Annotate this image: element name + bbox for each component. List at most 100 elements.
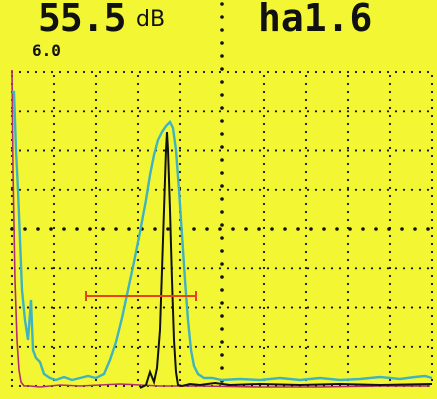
grid-dot xyxy=(94,122,98,126)
grid-dot xyxy=(220,67,224,71)
grid-dot xyxy=(94,330,98,334)
grid-dot xyxy=(130,306,134,309)
grid-dot xyxy=(314,188,318,191)
grid-dot xyxy=(430,274,434,278)
graticule-grid xyxy=(10,2,434,388)
grid-dot xyxy=(52,282,56,286)
grid-dot xyxy=(348,227,352,231)
grid-dot xyxy=(242,149,246,152)
grid-dot xyxy=(266,149,270,152)
gate-marker[interactable] xyxy=(85,291,197,301)
grid-dot xyxy=(262,130,266,134)
grid-dot xyxy=(430,194,434,198)
grid-dot xyxy=(250,149,254,152)
grid-dot xyxy=(402,306,406,309)
grid-dot xyxy=(122,110,126,113)
grid-dot xyxy=(10,370,14,374)
grid-dot xyxy=(52,138,56,142)
grid-dot xyxy=(394,188,398,191)
grid-dot xyxy=(262,322,266,326)
grid-dot xyxy=(94,146,98,150)
grid-dot xyxy=(262,306,266,310)
grid-dot xyxy=(274,267,278,270)
grid-dot xyxy=(346,218,350,222)
grid-dot xyxy=(386,345,390,348)
grid-dot xyxy=(114,384,118,388)
grid-dot xyxy=(374,227,378,231)
grid-dot xyxy=(10,306,14,310)
grid-dot xyxy=(346,370,350,374)
grid-dot xyxy=(362,345,366,348)
grid-dot xyxy=(304,266,308,270)
grid-dot xyxy=(304,170,308,174)
grid-dot xyxy=(94,82,98,86)
grid-dot xyxy=(136,290,140,294)
grid-dot xyxy=(66,267,70,270)
grid-dot xyxy=(136,346,140,350)
grid-dot xyxy=(274,110,278,113)
grid-dot xyxy=(82,110,86,113)
grid-dot xyxy=(136,210,140,214)
grid-dot xyxy=(370,306,374,309)
grid-dot xyxy=(202,306,206,309)
grid-dot xyxy=(136,330,140,334)
grid-dot xyxy=(202,149,206,152)
grid-dot xyxy=(66,306,70,309)
grid-dot xyxy=(62,227,66,231)
grid-dot xyxy=(262,178,266,182)
grid-dot xyxy=(170,149,174,152)
grid-dot xyxy=(220,262,224,266)
grid-dot xyxy=(220,158,224,162)
grid-dot xyxy=(106,267,110,270)
grid-dot xyxy=(290,267,294,270)
grid-dot xyxy=(430,210,434,214)
grid-dot xyxy=(218,267,222,270)
grid-dot xyxy=(178,346,182,350)
grid-dot xyxy=(304,346,308,350)
grid-dot xyxy=(220,119,224,123)
grid-dot xyxy=(23,227,27,231)
grid-dot xyxy=(178,258,182,262)
grid-dot xyxy=(94,74,98,78)
grid-dot xyxy=(138,306,142,309)
grid-dot xyxy=(430,314,434,318)
grid-dot xyxy=(94,346,98,350)
grid-dot xyxy=(52,330,56,334)
grid-dot xyxy=(178,298,182,302)
grid-dot xyxy=(298,267,302,270)
grid-dot xyxy=(418,149,422,152)
grid-dot xyxy=(210,188,214,191)
grid-dot xyxy=(346,110,350,113)
grid-dot xyxy=(136,74,140,78)
grid-dot xyxy=(262,250,266,254)
grid-dot xyxy=(178,354,182,358)
grid-dot xyxy=(430,282,434,286)
grid-dot xyxy=(346,234,350,238)
grid-dot xyxy=(346,162,350,166)
grid-dot xyxy=(178,234,182,238)
grid-dot xyxy=(346,82,350,86)
grid-dot xyxy=(178,114,182,118)
grid-dot xyxy=(90,188,94,191)
grid-dot xyxy=(98,306,102,309)
grid-dot xyxy=(346,202,350,206)
grid-dot xyxy=(346,362,350,366)
grid-dot xyxy=(304,122,308,126)
grid-dot xyxy=(136,106,140,110)
grid-dot xyxy=(66,188,70,191)
grid-dot xyxy=(34,149,38,152)
grid-dot xyxy=(306,345,310,348)
grid-dot xyxy=(52,314,56,318)
grid-dot xyxy=(114,267,118,270)
grid-dot xyxy=(220,223,224,227)
grid-dot xyxy=(178,314,182,318)
grid-dot xyxy=(346,70,350,74)
grid-dot xyxy=(386,188,390,191)
grid-dot xyxy=(413,227,417,231)
grid-dot xyxy=(66,70,70,74)
grid-dot xyxy=(262,154,266,158)
grid-dot xyxy=(430,154,434,158)
magenta-echo-trace xyxy=(11,69,430,388)
grid-dot xyxy=(266,345,270,348)
